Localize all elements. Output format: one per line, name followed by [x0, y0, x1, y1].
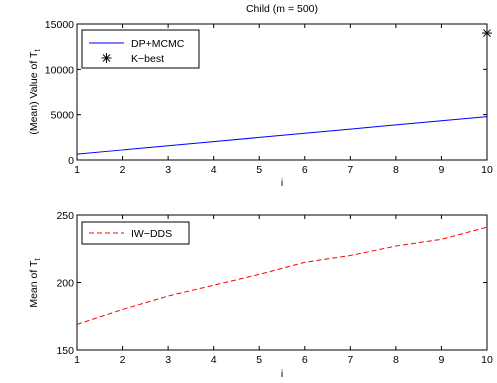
x-tick-label: 9	[439, 354, 445, 366]
bottom-plot: 1 2 3 4 5 6 7 8 9 10 150 200 250 i Mean of Tt IW−DDS	[28, 210, 493, 380]
legend-label-dp-mcmc: DP+MCMC	[131, 38, 185, 50]
top-plot-title: Child (m = 500)	[246, 3, 318, 15]
y-tick-label: 200	[56, 278, 74, 290]
bottom-plot-legend: IW−DDS	[81, 221, 190, 245]
y-tick-label: 5000	[51, 110, 75, 122]
top-plot: Child (m = 500) 1 2 3 4 5 6 7 8 9 10 0 5000 10000 150…	[28, 3, 493, 189]
series-line-iw-dds	[76, 226, 488, 325]
x-tick-label: 8	[393, 164, 399, 176]
x-tick-label: 10	[481, 354, 493, 366]
y-tick-label: 0	[68, 155, 74, 167]
x-tick-label: 3	[165, 354, 171, 366]
y-tick-label: 250	[56, 210, 74, 222]
bottom-plot-ylabel-subscript: t	[33, 258, 42, 261]
x-tick-label: 3	[165, 164, 171, 176]
top-plot-axes-box	[76, 23, 488, 161]
bottom-plot-ticks: 1 2 3 4 5 6 7 8 9 10 150 200 250	[56, 210, 493, 366]
x-tick-label: 9	[439, 164, 445, 176]
top-plot-legend-box	[81, 29, 200, 69]
bottom-plot-series	[76, 226, 488, 325]
y-tick-label: 10000	[45, 64, 74, 76]
x-tick-label: 6	[302, 354, 308, 366]
top-plot-legend: DP+MCMC K−best	[81, 29, 200, 69]
top-plot-ticks: 1 2 3 4 5 6 7 8 9 10 0 5000 10000 15000	[45, 19, 493, 176]
x-tick-label: 1	[74, 164, 80, 176]
x-tick-label: 5	[256, 164, 262, 176]
bottom-plot-ylabel: Mean of Tt	[28, 258, 42, 308]
bottom-plot-legend-box	[81, 221, 190, 245]
x-tick-label: 2	[120, 354, 126, 366]
x-tick-label: 4	[211, 354, 217, 366]
bottom-plot-ylabel-main: Mean of T	[28, 260, 40, 308]
top-plot-ylabel-subscript: t	[33, 49, 42, 52]
y-tick-label: 15000	[45, 19, 74, 31]
series-line-dp-mcmc	[76, 116, 488, 155]
x-tick-label: 2	[120, 164, 126, 176]
x-tick-label: 10	[481, 164, 493, 176]
bottom-plot-xlabel: i	[281, 368, 283, 380]
top-plot-ylabel: (Mean) Value of Tt	[28, 49, 42, 135]
x-tick-label: 7	[347, 354, 353, 366]
x-tick-label: 1	[74, 354, 80, 366]
top-plot-series	[76, 28, 492, 155]
y-tick-label: 150	[56, 345, 74, 357]
legend-label-k-best: K−best	[131, 53, 164, 65]
x-tick-label: 5	[256, 354, 262, 366]
top-plot-ylabel-main: (Mean) Value of T	[28, 51, 40, 135]
x-tick-label: 7	[347, 164, 353, 176]
legend-label-iw-dds: IW−DDS	[131, 228, 172, 240]
legend-swatch-k-best	[101, 53, 112, 63]
x-tick-label: 6	[302, 164, 308, 176]
x-tick-label: 4	[211, 164, 217, 176]
top-plot-xlabel: i	[281, 177, 283, 189]
x-tick-label: 8	[393, 354, 399, 366]
data-point-k-best	[482, 28, 492, 39]
